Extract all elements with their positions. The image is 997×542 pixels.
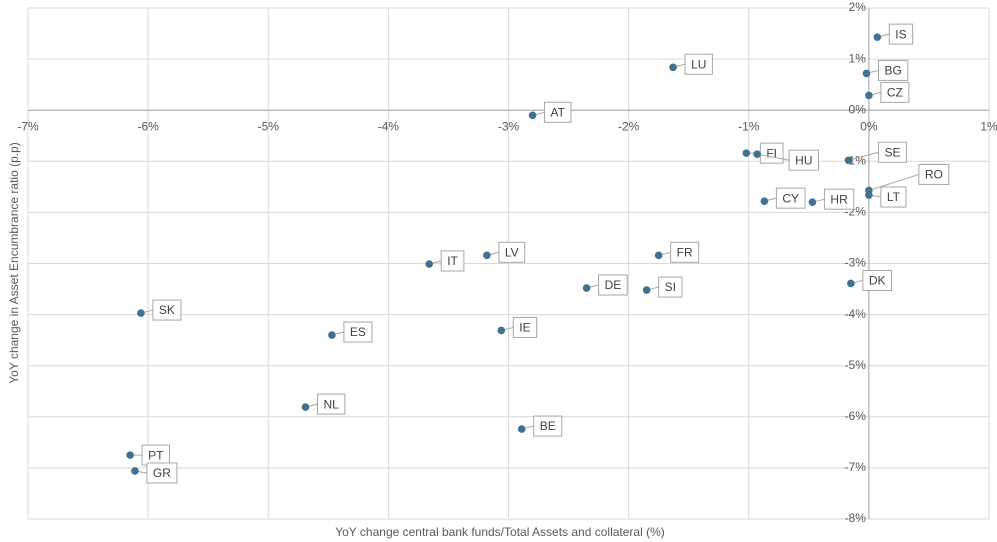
point xyxy=(126,451,134,459)
y-axis-title: YoY change in Asset Encumbrance ratio (p… xyxy=(7,142,21,383)
label-box xyxy=(658,276,683,298)
label-box xyxy=(598,274,628,296)
leader-line xyxy=(848,151,879,161)
point-label: PT xyxy=(148,448,164,462)
y-tick-label: 2% xyxy=(849,0,867,14)
point xyxy=(425,260,434,268)
point-label: GR xyxy=(153,466,171,480)
point xyxy=(742,149,751,157)
x-tick-label: 0% xyxy=(860,119,878,133)
point xyxy=(808,198,817,206)
y-tick-label: -6% xyxy=(845,409,867,423)
leader-line xyxy=(757,153,790,161)
point xyxy=(582,284,591,292)
point xyxy=(654,251,663,260)
point-label: RO xyxy=(925,168,943,182)
point xyxy=(760,197,769,205)
point xyxy=(528,111,537,120)
y-tick-label: -5% xyxy=(845,358,867,372)
x-tick-label: -2% xyxy=(618,119,640,133)
point-label: LU xyxy=(691,57,706,71)
x-axis-title: YoY change central bank funds/Total Asse… xyxy=(335,525,665,539)
point xyxy=(862,69,871,78)
x-tick-label: -5% xyxy=(258,119,280,133)
point xyxy=(137,309,145,317)
leader-line xyxy=(868,173,920,191)
y-tick-label: -3% xyxy=(845,256,867,270)
point-label: HU xyxy=(795,153,812,167)
point xyxy=(753,150,761,158)
label-box xyxy=(498,241,526,263)
label-box xyxy=(670,241,700,263)
label-box xyxy=(862,269,893,291)
point-label: BE xyxy=(540,419,556,433)
point xyxy=(847,279,855,288)
label-box xyxy=(880,186,907,208)
point xyxy=(517,425,526,433)
label-box xyxy=(877,141,907,163)
x-tick-label: -6% xyxy=(137,119,159,133)
point xyxy=(669,63,677,72)
y-tick-label: 0% xyxy=(849,102,867,116)
label-box xyxy=(684,53,713,75)
point xyxy=(497,326,506,335)
point-label: CZ xyxy=(887,86,903,100)
point-label: BG xyxy=(884,64,901,78)
point-label: ES xyxy=(350,325,366,339)
point-label: DE xyxy=(605,278,622,292)
point-label: DK xyxy=(869,274,886,288)
point xyxy=(642,286,651,294)
point-label: NL xyxy=(323,397,339,411)
label-box xyxy=(440,250,465,272)
point-label: SK xyxy=(159,303,175,317)
point-label: AT xyxy=(551,105,566,119)
label-box xyxy=(918,163,950,185)
label-box xyxy=(343,321,373,343)
y-tick-label: 1% xyxy=(849,51,867,65)
point-label: IE xyxy=(519,321,530,335)
label-box xyxy=(316,393,346,415)
y-tick-label: -7% xyxy=(845,460,867,474)
point-label: IS xyxy=(895,27,906,41)
point xyxy=(865,91,873,100)
label-box xyxy=(788,149,820,171)
y-tick-label: -4% xyxy=(845,307,867,321)
point xyxy=(328,331,336,339)
point-label: IT xyxy=(447,254,458,268)
point-label: SE xyxy=(884,145,900,159)
point-label: FI xyxy=(766,146,777,160)
label-box xyxy=(512,316,538,338)
label-box xyxy=(152,299,182,321)
point-label: FR xyxy=(677,245,693,259)
point xyxy=(844,156,853,165)
label-box xyxy=(775,187,806,209)
label-box xyxy=(146,462,178,484)
point xyxy=(873,33,882,41)
x-tick-label: 1% xyxy=(980,119,997,133)
point-label: SI xyxy=(665,280,676,294)
x-tick-label: -4% xyxy=(378,119,400,133)
x-tick-label: -7% xyxy=(17,119,39,133)
x-tick-label: -1% xyxy=(738,119,760,133)
point-label: LV xyxy=(505,245,519,259)
label-box xyxy=(877,59,909,81)
point xyxy=(483,251,491,260)
point xyxy=(131,467,139,475)
point-label: CY xyxy=(782,191,799,205)
label-box xyxy=(823,188,855,210)
point xyxy=(865,191,873,199)
x-tick-label: -3% xyxy=(498,119,520,133)
label-box xyxy=(533,415,563,437)
label-box xyxy=(544,101,572,123)
point-label: HR xyxy=(830,192,848,206)
point xyxy=(301,403,310,411)
y-tick-label: -8% xyxy=(845,511,867,525)
point-label: LT xyxy=(887,190,901,204)
label-box xyxy=(888,23,914,45)
label-box xyxy=(880,81,910,103)
